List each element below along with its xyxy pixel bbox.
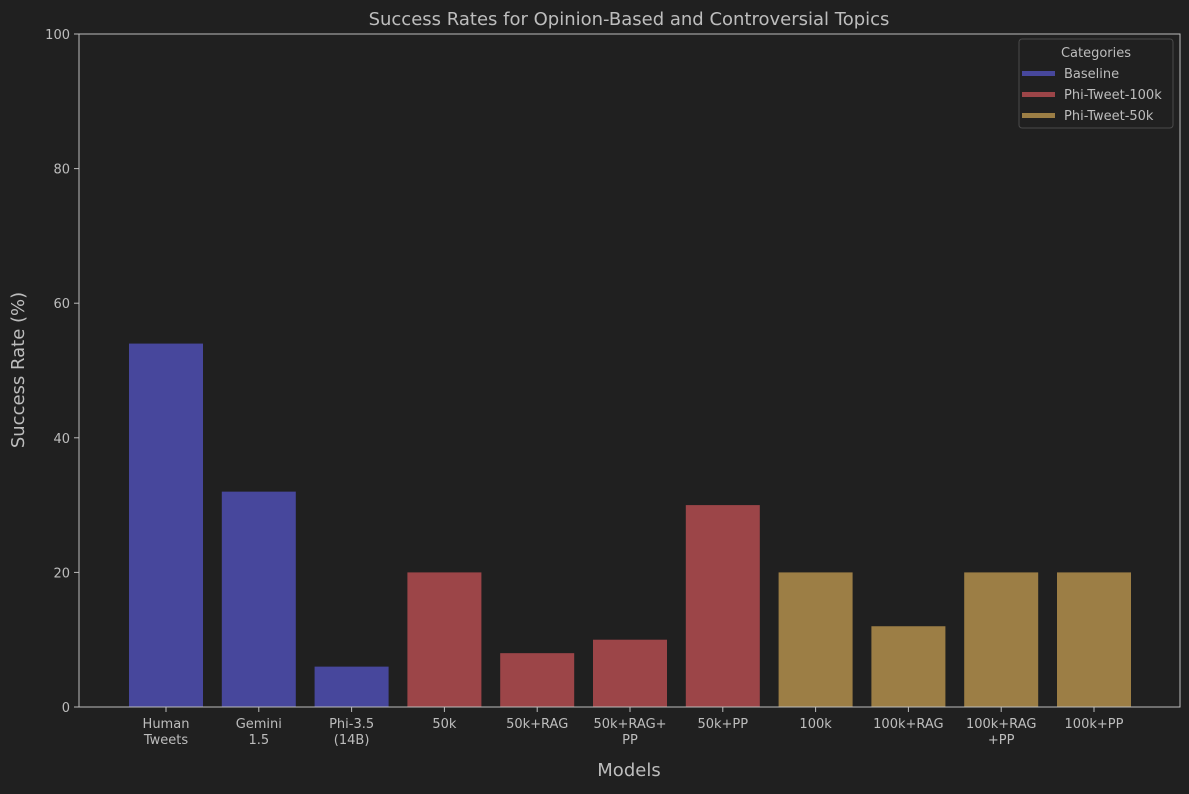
bar-10 [1057, 572, 1131, 707]
bar-8 [871, 626, 946, 707]
bar-0 [129, 343, 203, 707]
legend: Categories Baseline Phi-Tweet-100k Phi-Twee… [1018, 38, 1174, 129]
bar-9 [964, 572, 1039, 707]
y-tick-label-3: 60 [53, 297, 70, 312]
y-tick-label-5: 100 [45, 28, 70, 43]
legend-swatch-1 [1022, 92, 1055, 97]
x-tick-label-10: 100k+PP [1065, 717, 1124, 732]
y-tick-label-0: 0 [62, 701, 70, 716]
y-tick-label-2: 40 [53, 432, 70, 447]
x-tick-label-9: 100k+RAG +PP [966, 717, 1036, 748]
x-tick-label-6: 50k+PP [697, 717, 748, 732]
chart-title: Success Rates for Opinion-Based and Cont… [369, 9, 890, 30]
legend-swatch-0 [1022, 71, 1055, 76]
bar-4 [500, 653, 575, 707]
bars-layer [129, 343, 1131, 707]
bar-7 [778, 572, 853, 707]
y-tick-label-1: 20 [53, 566, 70, 581]
bar-5 [593, 639, 667, 707]
x-axis-label: Models [597, 760, 660, 781]
x-tick-label-0: Human Tweets [143, 717, 190, 748]
x-tick-label-1: Gemini 1.5 [236, 717, 282, 748]
x-tick-label-8: 100k+RAG [873, 717, 943, 732]
legend-label-1: Phi-Tweet-100k [1064, 88, 1162, 103]
y-tick-label-4: 80 [53, 163, 70, 178]
x-tick-label-5: 50k+RAG+ PP [593, 717, 666, 748]
legend-swatch-2 [1022, 113, 1055, 118]
legend-label-2: Phi-Tweet-50k [1064, 109, 1154, 124]
axes-layer: 0 20 40 60 80 100 Human Tweets Gemini 1.5 Phi-3.5(… [45, 28, 1181, 748]
legend-box [1018, 38, 1174, 129]
y-axis-label: Success Rate (%) [8, 292, 29, 448]
legend-title: Categories [1061, 46, 1131, 61]
bar-1 [221, 491, 296, 707]
x-tick-label-7: 100k [799, 717, 832, 732]
bar-3 [407, 572, 482, 707]
x-tick-label-3: 50k [432, 717, 457, 732]
x-tick-label-4: 50k+RAG [506, 717, 568, 732]
x-tick-label-2: Phi-3.5 (14B) [329, 717, 374, 748]
legend-label-0: Baseline [1064, 67, 1119, 82]
bar-2 [314, 666, 389, 707]
bar-6 [685, 505, 760, 707]
